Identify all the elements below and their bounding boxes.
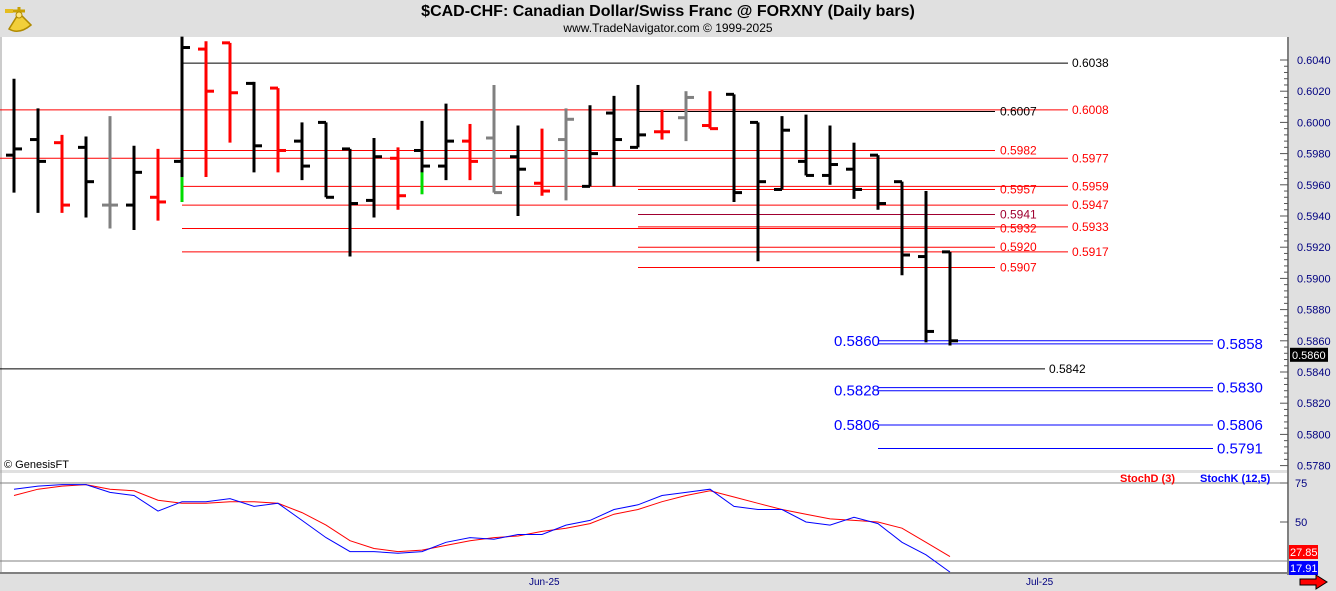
legend-stochd: StochD (3) [1120, 473, 1175, 485]
ohlc-bar [726, 92, 742, 202]
level-label: 0.5830 [1217, 380, 1263, 397]
ohlc-bar [390, 147, 406, 210]
level-label: 0.6008 [1072, 103, 1109, 117]
ohlc-bar [870, 153, 886, 210]
level-label: 0.5920 [1000, 240, 1037, 254]
level-label: 0.6038 [1072, 56, 1109, 70]
sextant-icon [3, 3, 35, 40]
ohlc-bar [294, 122, 310, 181]
level-label: 0.5860 [834, 333, 880, 350]
level-label: 0.5858 [1217, 336, 1263, 353]
ohlc-bar [246, 81, 262, 173]
ohlc-bar [558, 108, 574, 201]
ohlc-bar [582, 105, 598, 188]
chart-header: $CAD-CHF: Canadian Dollar/Swiss Franc @ … [0, 0, 1336, 37]
level-label: 0.5806 [834, 417, 880, 434]
x-tick-label: Jul-25 [1026, 577, 1054, 588]
y-tick-label: 0.5980 [1297, 149, 1331, 161]
last-price-label: 0.5860 [1292, 350, 1326, 362]
ohlc-bar [30, 108, 46, 213]
ohlc-bar [630, 84, 646, 149]
ohlc-bar [198, 41, 214, 177]
ohlc-bar [750, 120, 766, 262]
ohlc-bar [126, 145, 142, 231]
ohlc-bar [6, 78, 22, 193]
stochk-value: 17.91 [1290, 563, 1318, 575]
y-tick-label: 0.6000 [1297, 117, 1331, 129]
ohlc-bar [486, 84, 502, 195]
stochd-value-box [1289, 545, 1318, 559]
copyright-label: © GenesisFT [4, 459, 69, 471]
x-tick-label: Jun-25 [529, 577, 560, 588]
ohlc-bar [174, 36, 190, 202]
ohlc-bar [774, 116, 790, 191]
ohlc-bar [942, 250, 958, 346]
ohlc-bar [654, 109, 670, 140]
stochk-line [13, 484, 951, 573]
ohlc-bar [102, 116, 118, 229]
level-label: 0.5947 [1072, 198, 1109, 212]
ohlc-bar [822, 125, 838, 185]
stoch-y-tick-label: 75 [1295, 478, 1307, 490]
ohlc-bar [150, 148, 166, 221]
level-label: 0.5806 [1217, 417, 1263, 434]
level-label: 0.5977 [1072, 151, 1109, 165]
level-label: 0.5842 [1049, 362, 1086, 376]
ohlc-bar [366, 138, 382, 218]
level-label: 0.5982 [1000, 143, 1037, 157]
level-label: 0.6007 [1000, 104, 1037, 118]
level-label: 0.5941 [1000, 207, 1037, 221]
y-tick-label: 0.5780 [1297, 461, 1331, 473]
stochastic-plot-area [0, 473, 1288, 573]
ohlc-bar [702, 91, 718, 131]
level-label: 0.5957 [1000, 182, 1037, 196]
ohlc-bar [438, 103, 454, 181]
ohlc-bar [510, 125, 526, 216]
y-tick-label: 0.5940 [1297, 211, 1331, 223]
scroll-right-arrow-icon[interactable] [1299, 574, 1328, 590]
ohlc-bar [270, 86, 286, 173]
y-tick-label: 0.5960 [1297, 180, 1331, 192]
level-label: 0.5959 [1072, 179, 1109, 193]
y-tick-label: 0.6040 [1297, 55, 1331, 67]
last-price-box [1290, 347, 1328, 362]
stochk-value-box [1289, 561, 1318, 575]
chart-subtitle: www.TradeNavigator.com © 1999-2025 [563, 21, 773, 35]
y-tick-label: 0.5820 [1297, 398, 1331, 410]
y-tick-label: 0.5800 [1297, 429, 1331, 441]
ohlc-bar [414, 120, 430, 195]
level-label: 0.5828 [834, 383, 880, 400]
level-label: 0.5907 [1000, 260, 1037, 274]
ohlc-bar [798, 114, 814, 177]
ohlc-bar [846, 142, 862, 199]
ohlc-bar [918, 191, 934, 343]
ohlc-bar [534, 128, 550, 196]
level-label: 0.5791 [1217, 440, 1263, 457]
ohlc-bar [54, 134, 70, 213]
level-label: 0.5932 [1000, 221, 1037, 235]
ohlc-bar [606, 95, 622, 187]
level-label: 0.5933 [1072, 220, 1109, 234]
ohlc-bar [318, 120, 334, 199]
y-tick-label: 0.6020 [1297, 86, 1331, 98]
stochd-line [13, 484, 951, 558]
ohlc-bar [78, 136, 94, 218]
stoch-y-tick-label: 50 [1295, 517, 1307, 529]
ohlc-bar [222, 41, 238, 143]
level-label: 0.5917 [1072, 245, 1109, 259]
y-tick-label: 0.5920 [1297, 242, 1331, 254]
y-tick-label: 0.5840 [1297, 367, 1331, 379]
ohlc-bar [462, 123, 478, 181]
y-tick-label: 0.5880 [1297, 305, 1331, 317]
ohlc-bar [894, 180, 910, 276]
y-tick-label: 0.5860 [1297, 336, 1331, 348]
ohlc-bar [342, 147, 358, 257]
chart-title: $CAD-CHF: Canadian Dollar/Swiss Franc @ … [421, 3, 915, 20]
stochd-value: 27.85 [1290, 547, 1318, 559]
legend-stochk: StochK (12,5) [1200, 473, 1271, 485]
y-tick-label: 0.5900 [1297, 273, 1331, 285]
ohlc-bar [678, 91, 694, 142]
price-plot-area [0, 37, 1288, 470]
